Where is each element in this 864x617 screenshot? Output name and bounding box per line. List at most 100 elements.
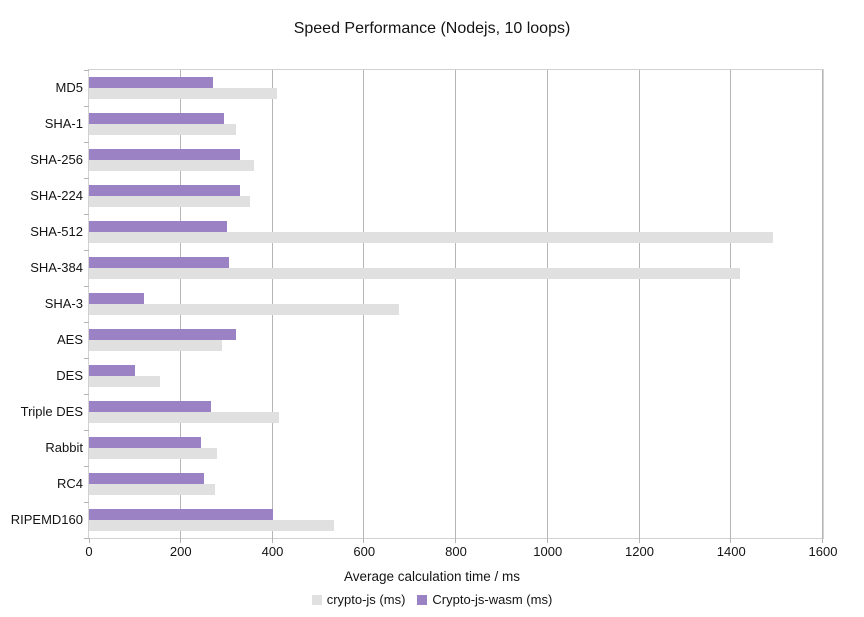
- gridline-x-1400: [730, 70, 732, 538]
- legend-item-crypto-js: crypto-js (ms): [311, 592, 406, 607]
- bar-row-SHA-512: [89, 214, 823, 250]
- x-axis-tick-1000: [546, 538, 548, 543]
- x-axis-tick-1600: [822, 538, 823, 543]
- x-tick-label-0: 0: [85, 544, 93, 559]
- x-axis-tick-600: [363, 538, 365, 543]
- bar-crypto-js-SHA-512: [89, 232, 773, 243]
- bar-Crypto-js-wasm-SHA-224: [89, 185, 241, 196]
- x-tick-label-200: 200: [169, 544, 192, 559]
- category-label-RC4: RC4: [56, 476, 83, 491]
- bar-crypto-js-SHA-384: [89, 268, 741, 279]
- x-axis-tick-800: [455, 538, 456, 543]
- gridline-x-800: [455, 70, 456, 538]
- legend-label-crypto-js: crypto-js (ms): [326, 592, 406, 607]
- x-tick-label-600: 600: [353, 544, 376, 559]
- x-axis-tick-1200: [638, 538, 640, 543]
- legend: crypto-js (ms) Crypto-js-wasm (ms): [0, 592, 864, 607]
- category-label-SHA-384: SHA-384: [30, 260, 83, 275]
- y-axis-tick: [84, 286, 89, 287]
- bar-row-MD5: [89, 70, 823, 106]
- bar-Crypto-js-wasm-DES: [89, 365, 135, 376]
- category-label-DES: DES: [56, 368, 83, 383]
- y-axis-tick: [84, 358, 89, 359]
- bar-Crypto-js-wasm-SHA-384: [89, 257, 229, 268]
- category-label-SHA-1: SHA-1: [44, 116, 83, 131]
- y-axis-tick: [84, 322, 89, 323]
- category-label-SHA-224: SHA-224: [30, 188, 83, 203]
- x-tick-label-400: 400: [261, 544, 284, 559]
- bar-Crypto-js-wasm-AES: [89, 329, 236, 340]
- gridline-x-1000: [546, 70, 548, 538]
- y-axis-tick: [84, 502, 89, 503]
- y-axis-tick: [84, 466, 89, 467]
- bar-Crypto-js-wasm-SHA-256: [89, 149, 241, 160]
- x-axis-tick-0: [89, 538, 90, 543]
- bar-crypto-js-SHA-256: [89, 160, 255, 171]
- bar-crypto-js-RC4: [89, 484, 216, 495]
- y-axis-tick: [84, 106, 89, 107]
- bar-Crypto-js-wasm-RC4: [89, 473, 204, 484]
- bar-Crypto-js-wasm-Triple DES: [89, 401, 211, 412]
- bar-crypto-js-MD5: [89, 88, 278, 99]
- category-label-SHA-256: SHA-256: [30, 152, 83, 167]
- bar-row-SHA-256: [89, 142, 823, 178]
- bar-Crypto-js-wasm-SHA-1: [89, 113, 225, 124]
- category-label-SHA-512: SHA-512: [30, 224, 83, 239]
- legend-item-crypto-js-wasm: Crypto-js-wasm (ms): [417, 592, 552, 607]
- bar-row-DES: [89, 358, 823, 394]
- gridline-x-1200: [638, 70, 640, 538]
- category-label-Rabbit: Rabbit: [45, 440, 83, 455]
- x-tick-label-1200: 1200: [625, 544, 654, 559]
- bar-crypto-js-Triple DES: [89, 412, 280, 423]
- bar-row-RIPEMD160: [89, 502, 823, 538]
- x-tick-label-800: 800: [445, 544, 467, 559]
- category-label-MD5: MD5: [55, 80, 83, 95]
- bar-crypto-js-SHA-224: [89, 196, 250, 207]
- gridline-x-1600: [822, 70, 823, 538]
- x-axis-title: Average calculation time / ms: [343, 569, 521, 584]
- bar-Crypto-js-wasm-Rabbit: [89, 437, 202, 448]
- bar-row-Rabbit: [89, 430, 823, 466]
- bar-row-SHA-224: [89, 178, 823, 214]
- x-axis-tick-200: [179, 538, 181, 543]
- bar-crypto-js-DES: [89, 376, 161, 387]
- y-axis-tick: [84, 178, 89, 179]
- y-axis-tick: [84, 142, 89, 143]
- category-label-AES: AES: [56, 332, 83, 347]
- bar-crypto-js-RIPEMD160: [89, 520, 335, 531]
- bar-row-SHA-1: [89, 106, 823, 142]
- y-axis-tick: [84, 394, 89, 395]
- chart-title: Speed Performance (Nodejs, 10 loops): [293, 20, 571, 37]
- x-tick-label-1400: 1400: [716, 544, 746, 559]
- bar-row-RC4: [89, 466, 823, 502]
- bar-Crypto-js-wasm-MD5: [89, 77, 213, 88]
- x-tick-label-1000: 1000: [533, 544, 563, 559]
- category-label-RIPEMD160: RIPEMD160: [10, 512, 83, 527]
- bar-Crypto-js-wasm-SHA-512: [89, 221, 227, 232]
- bar-crypto-js-Rabbit: [89, 448, 218, 459]
- legend-swatch-crypto-js-wasm: [417, 594, 428, 605]
- y-axis-tick: [84, 214, 89, 215]
- category-label-SHA-3: SHA-3: [44, 296, 83, 311]
- legend-label-crypto-js-wasm: Crypto-js-wasm (ms): [432, 592, 553, 607]
- x-tick-label-1600: 1600: [808, 544, 838, 559]
- y-axis-tick: [84, 430, 89, 431]
- y-axis-tick: [84, 70, 89, 71]
- plot-area: [88, 69, 824, 539]
- bar-row-AES: [89, 322, 823, 358]
- y-axis-tick: [84, 538, 89, 539]
- bar-row-SHA-384: [89, 250, 823, 286]
- bar-row-Triple DES: [89, 394, 823, 430]
- y-axis-tick: [84, 250, 89, 251]
- bar-Crypto-js-wasm-SHA-3: [89, 293, 145, 304]
- category-label-Triple DES: Triple DES: [20, 404, 83, 419]
- bar-crypto-js-AES: [89, 340, 223, 351]
- bar-crypto-js-SHA-1: [89, 124, 236, 135]
- x-axis-tick-400: [271, 538, 273, 543]
- bar-Crypto-js-wasm-RIPEMD160: [89, 509, 273, 520]
- legend-swatch-crypto-js: [311, 594, 322, 605]
- bar-crypto-js-SHA-3: [89, 304, 399, 315]
- bar-row-SHA-3: [89, 286, 823, 322]
- x-axis-tick-1400: [730, 538, 732, 543]
